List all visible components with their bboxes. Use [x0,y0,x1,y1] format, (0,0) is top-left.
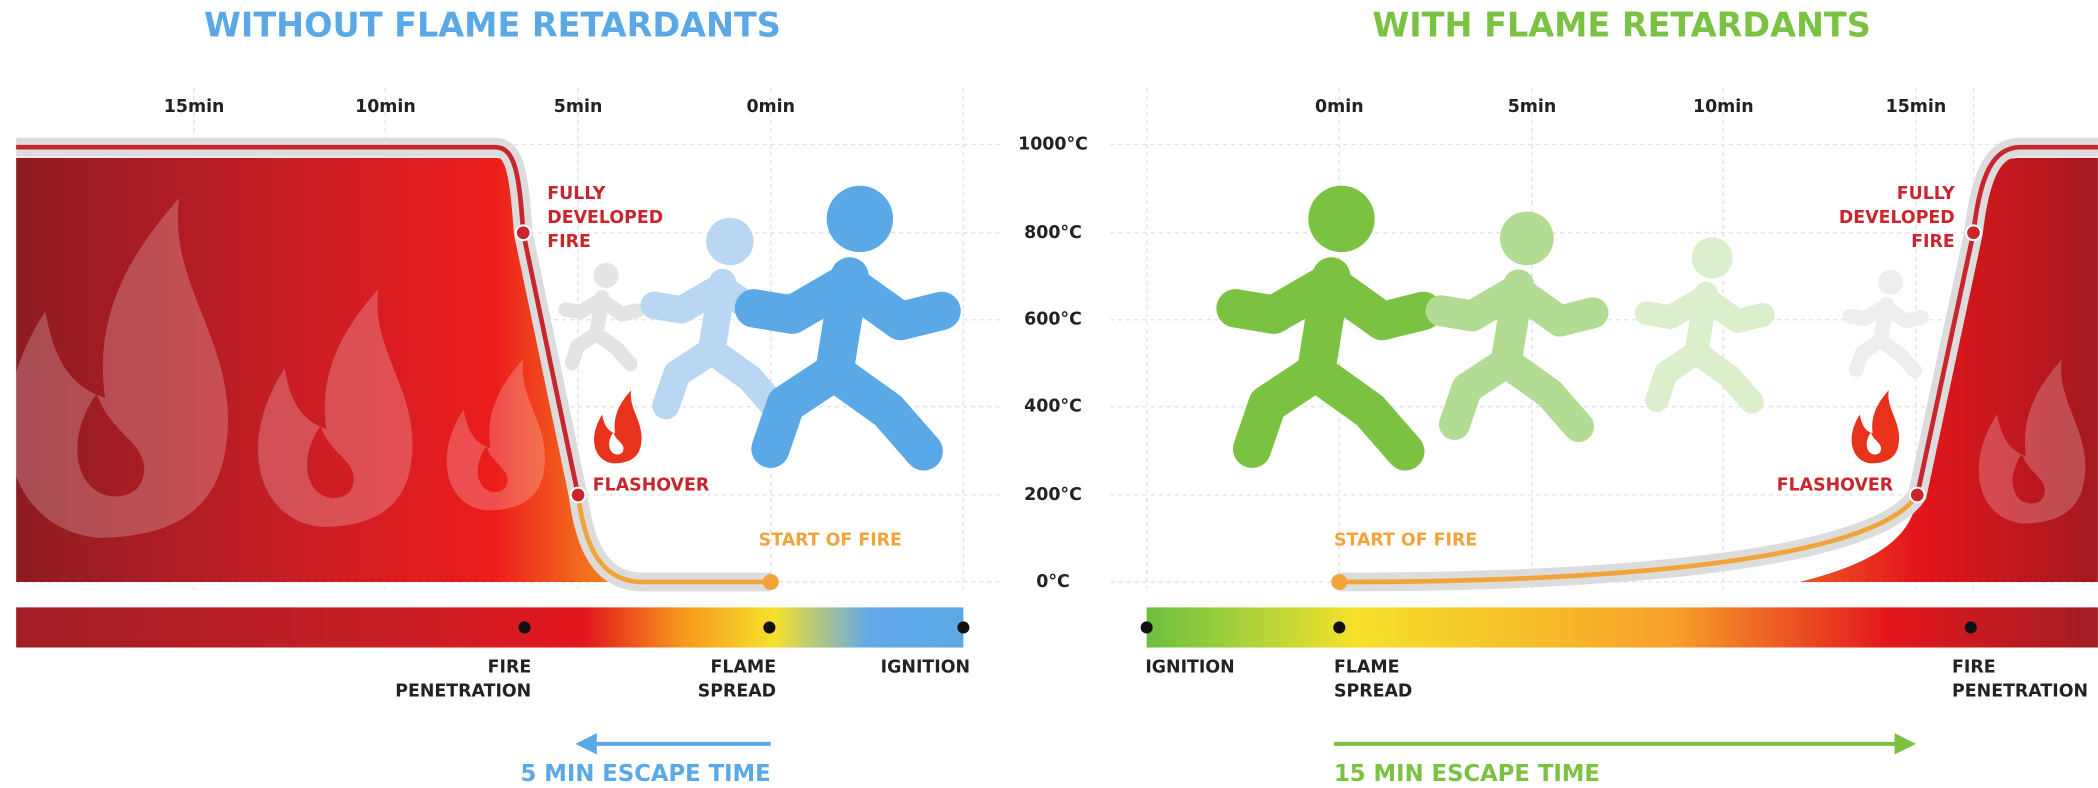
stage-label: SPREAD [698,682,776,702]
stage-label: PENETRATION [1952,682,2088,702]
annotation: FIRE [547,232,591,252]
escape-time: 5 MIN ESCAPE TIME [521,761,771,787]
temperature-label: 400°C [1024,397,1082,417]
temperature-label: 800°C [1024,223,1082,243]
time-label: 15min [164,97,225,117]
annotation: FIRE [1911,232,1955,252]
temperature-label: 200°C [1024,485,1082,505]
stage-label: IGNITION [881,658,970,678]
runners [566,186,1922,452]
point [571,488,586,503]
stage-bar [16,607,963,647]
point [1910,488,1925,503]
annotation: FLASHOVER [593,476,710,496]
annotation: START OF FIRE [1334,530,1477,550]
temperature-curve [578,495,771,582]
escape-time: 15 MIN ESCAPE TIME [1334,761,1600,787]
point [1966,225,1981,240]
stage-label: SPREAD [1334,682,1412,702]
annotation: DEVELOPED [1839,208,1955,228]
time-label: 5min [554,97,603,117]
temperature-axis: 1000°C 800°C 600°C 400°C 200°C 0°C [1010,128,1096,596]
annotation: START OF FIRE [759,530,902,550]
stage-label: FLAME [1334,658,1400,678]
time-label: 15min [1886,97,1947,117]
stage-label: IGNITION [1145,658,1234,678]
annotation: FULLY [1897,184,1955,204]
time-label: 5min [1508,97,1557,117]
point [763,574,779,590]
point [1331,574,1347,590]
title: WITH FLAME RETARDANTS [1372,5,1870,44]
time-label: 0min [1315,97,1364,117]
stage-bar [1147,607,2098,647]
stage-label: PENETRATION [395,682,531,702]
stage-label: FLAME [711,658,777,678]
time-label: 0min [746,97,795,117]
escape-arrow [575,733,1916,754]
time-label: 10min [1693,97,1754,117]
temperature-label: 1000°C [1018,134,1088,154]
stage-label: FIRE [488,658,532,678]
time-label: 10min [355,97,416,117]
infographic: WITHOUT FLAME RETARDANTS WITH FLAME RETA… [0,0,2098,788]
annotation: DEVELOPED [547,208,663,228]
title: WITHOUT FLAME RETARDANTS [204,5,781,44]
point [516,225,531,240]
stage-label: FIRE [1952,658,1996,678]
annotation: FULLY [547,184,605,204]
annotation: FLASHOVER [1777,476,1894,496]
temperature-label: 0°C [1036,572,1070,592]
temperature-label: 600°C [1024,310,1082,330]
